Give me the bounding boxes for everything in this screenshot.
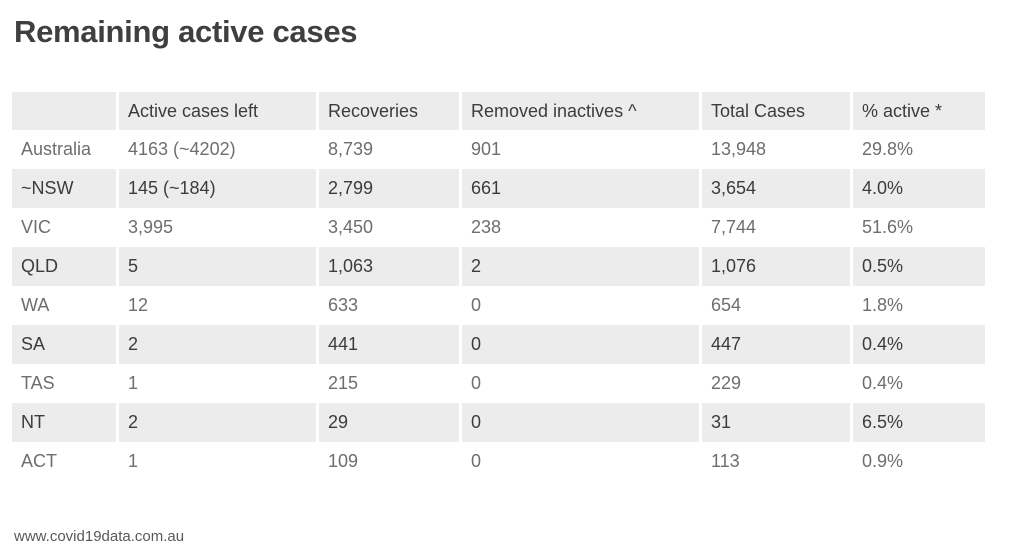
column-header-pct-active: % active * [853,92,985,130]
value-cell: 3,450 [328,217,374,237]
value-cell: 145 (~184) [119,169,316,208]
table-body: Australia 4163 (~4202) 8,739 901 13,948 29.8%… [12,130,985,481]
page-title: Remaining active cases [14,14,358,49]
value-cell: 5 [119,247,316,286]
value-cell: 2 [119,403,316,442]
value-cell: 2 [119,325,316,364]
value-cell: 0.9% [862,451,904,471]
value-cell: 3,995 [128,217,174,237]
value-cell: 441 [319,325,459,364]
value-cell: 7,744 [711,217,757,237]
value-cell: 0 [462,403,699,442]
value-cell: 109 [328,451,359,471]
value-cell: 0 [462,325,699,364]
value-cell: 654 [711,295,742,315]
region-cell: NT [12,403,116,442]
value-cell: 113 [711,451,740,471]
value-cell: 633 [328,295,359,315]
value-cell: 13,948 [711,139,767,159]
value-cell: 1,063 [319,247,459,286]
value-cell: 29.8% [862,139,914,159]
value-cell: 0 [471,451,482,471]
table-row-qld: QLD 5 1,063 2 1,076 0.5% [12,247,985,286]
value-cell: 2,799 [319,169,459,208]
table-row-nsw: ~NSW 145 (~184) 2,799 661 3,654 4.0% [12,169,985,208]
value-cell: 0.4% [853,325,985,364]
value-cell: 1,076 [702,247,850,286]
table-header-row: Active cases left Recoveries Removed ina… [12,92,985,130]
region-cell: WA [21,295,50,315]
value-cell: 0 [471,373,482,393]
value-cell: 901 [471,139,502,159]
table-row-act: ACT 1 109 0 113 0.9% [12,442,985,481]
table-row-australia: Australia 4163 (~4202) 8,739 901 13,948 29.8% [12,130,985,169]
value-cell: 0.5% [853,247,985,286]
value-cell: 1 [128,451,139,471]
column-header-recoveries: Recoveries [319,92,459,130]
value-cell: 215 [328,373,359,393]
value-cell: 0.4% [862,373,904,393]
value-cell: 8,739 [328,139,374,159]
active-cases-table: Active cases left Recoveries Removed ina… [9,92,988,481]
region-cell: SA [12,325,116,364]
source-url: www.covid19data.com.au [14,528,185,545]
table-row-vic: VIC 3,995 3,450 238 7,744 51.6% [12,208,985,247]
table-row-wa: WA 12 633 0 654 1.8% [12,286,985,325]
value-cell: 229 [711,373,742,393]
column-header-total-cases: Total Cases [702,92,850,130]
table-row-sa: SA 2 441 0 447 0.4% [12,325,985,364]
value-cell: 4.0% [853,169,985,208]
column-header-removed-inactives: Removed inactives ^ [462,92,699,130]
value-cell: 447 [702,325,850,364]
region-cell: QLD [12,247,116,286]
table-row-nt: NT 2 29 0 31 6.5% [12,403,985,442]
value-cell: 2 [462,247,699,286]
region-cell: Australia [21,139,92,159]
value-cell: 3,654 [702,169,850,208]
value-cell: 1 [128,373,139,393]
region-cell: ACT [21,451,57,471]
value-cell: 1.8% [862,295,904,315]
table-row-tas: TAS 1 215 0 229 0.4% [12,364,985,403]
value-cell: 238 [471,217,502,237]
value-cell: 12 [128,295,149,315]
value-cell: 0 [471,295,482,315]
value-cell: 31 [702,403,850,442]
column-header-region [12,92,116,130]
value-cell: 29 [319,403,459,442]
column-header-active-cases-left: Active cases left [119,92,316,130]
value-cell: 661 [462,169,699,208]
region-cell: TAS [21,373,55,393]
region-cell: VIC [21,217,52,237]
region-cell: ~NSW [12,169,116,208]
value-cell: 6.5% [853,403,985,442]
value-cell: 4163 (~4202) [128,139,236,159]
value-cell: 51.6% [862,217,914,237]
